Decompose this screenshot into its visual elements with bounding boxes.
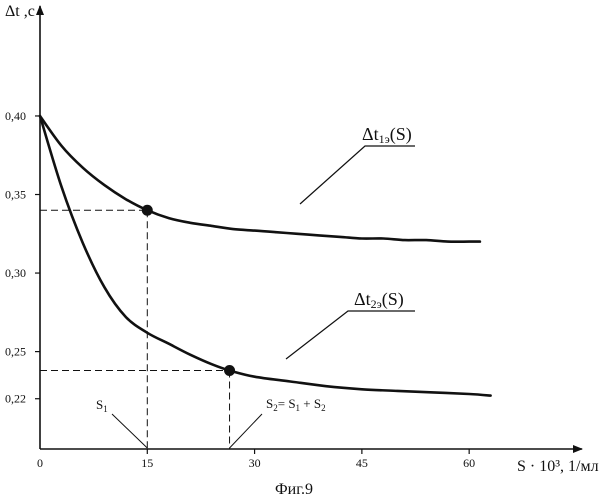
series-label-part: (S) — [390, 124, 412, 145]
figure-caption: Фиг.9 — [275, 481, 313, 498]
y-tick-label: 0,35 — [5, 188, 26, 202]
s2-label-subscript: 2 — [321, 403, 326, 413]
series-label-subscript: 2э — [371, 297, 382, 311]
x-tick-label: 0 — [37, 456, 43, 470]
y-ticks: 0,40 0,35 0,30 0,25 0,22 — [5, 109, 40, 406]
series-line-1 — [40, 116, 480, 242]
x-tick-label: 45 — [356, 456, 368, 470]
series-line-2 — [40, 116, 491, 396]
x-tick-label: 60 — [463, 456, 475, 470]
x-tick-label: 15 — [141, 456, 153, 470]
y-tick-label: 0,25 — [5, 345, 26, 359]
s1-label: S1 — [96, 397, 108, 414]
series-label-part: Δt — [362, 124, 379, 144]
s1-label-part: S — [96, 397, 103, 412]
series-marker-2 — [224, 365, 235, 376]
s2-label-part: S — [266, 396, 273, 411]
x-tick-label: 30 — [249, 456, 261, 470]
s2-label-part: + S — [300, 396, 321, 411]
s2-label-part: = S — [278, 396, 296, 411]
s2-leader — [230, 414, 262, 448]
axes — [40, 6, 582, 449]
y-tick-label: 0,40 — [5, 109, 26, 123]
series-label-1: Δt1э(S) — [362, 124, 412, 146]
series-label-part: Δt — [354, 289, 371, 309]
series-label-leader-2 — [286, 311, 415, 359]
series-label-leader-1 — [300, 146, 415, 204]
series-label-part: (S) — [382, 289, 404, 310]
markers — [142, 205, 235, 376]
series-marker-1 — [142, 205, 153, 216]
x-ticks: 0 15 30 45 60 — [37, 449, 475, 470]
guide-lines — [40, 210, 230, 449]
series-label-subscript: 1э — [379, 132, 390, 146]
s1-label-subscript: 1 — [103, 404, 108, 414]
series-label-2: Δt2э(S) — [354, 289, 404, 311]
y-axis-label: Δt ,с — [5, 3, 35, 20]
y-tick-label: 0,30 — [5, 266, 26, 280]
s2-label: S2= S1 + S2 — [266, 396, 326, 413]
s1-leader — [112, 414, 147, 448]
x-axis-label: S · 10³, 1/мл — [517, 458, 599, 475]
y-tick-label: 0,22 — [5, 392, 26, 406]
curves — [40, 116, 491, 396]
